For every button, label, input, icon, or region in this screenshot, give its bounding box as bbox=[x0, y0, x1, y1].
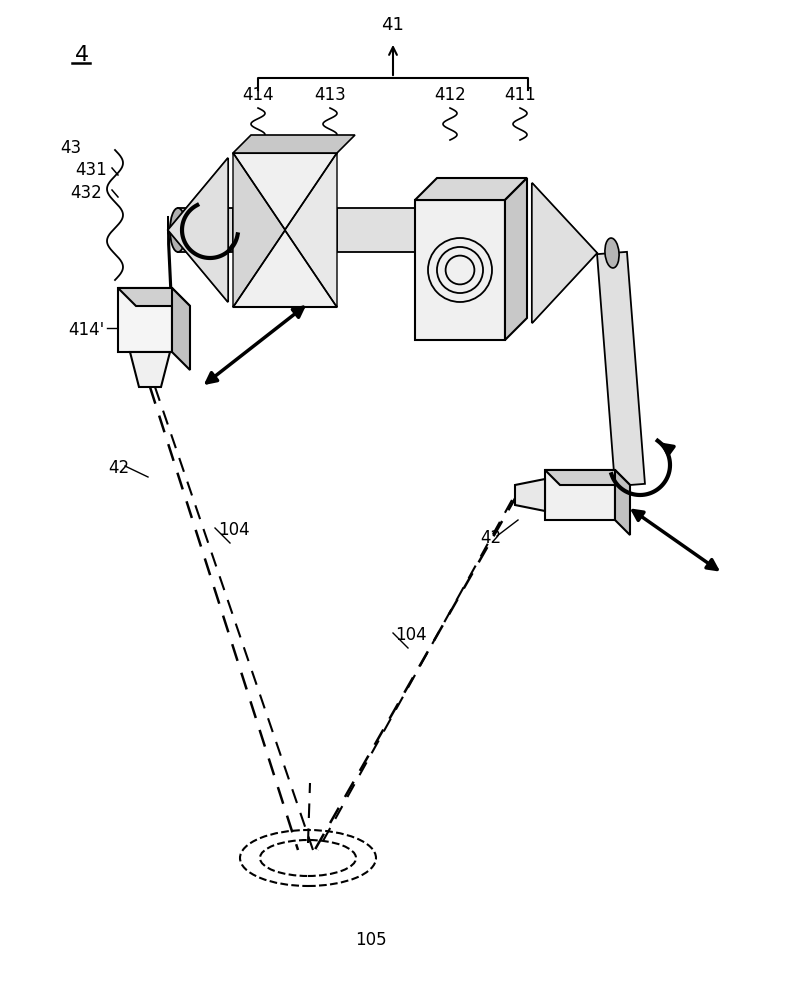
Polygon shape bbox=[118, 288, 190, 306]
Polygon shape bbox=[168, 158, 228, 302]
Text: 414: 414 bbox=[243, 86, 274, 104]
Text: 43: 43 bbox=[60, 139, 81, 157]
Polygon shape bbox=[415, 200, 505, 340]
Polygon shape bbox=[532, 183, 597, 323]
Polygon shape bbox=[233, 135, 355, 153]
Ellipse shape bbox=[170, 208, 186, 252]
Text: 105: 105 bbox=[355, 931, 386, 949]
Polygon shape bbox=[545, 470, 615, 520]
Text: 413: 413 bbox=[314, 86, 346, 104]
Polygon shape bbox=[597, 252, 645, 486]
Polygon shape bbox=[415, 178, 527, 200]
Text: 4: 4 bbox=[75, 45, 89, 65]
Polygon shape bbox=[130, 352, 170, 387]
Polygon shape bbox=[532, 183, 597, 323]
Text: 411: 411 bbox=[504, 86, 536, 104]
Text: 432: 432 bbox=[70, 184, 102, 202]
Ellipse shape bbox=[605, 238, 619, 268]
Polygon shape bbox=[285, 153, 337, 307]
Text: 414': 414' bbox=[68, 321, 104, 339]
Text: 104: 104 bbox=[395, 626, 427, 644]
Polygon shape bbox=[337, 208, 415, 252]
Polygon shape bbox=[505, 178, 527, 340]
Text: 431: 431 bbox=[75, 161, 107, 179]
Text: 41: 41 bbox=[382, 16, 404, 34]
Text: 42: 42 bbox=[108, 459, 129, 477]
Text: 104: 104 bbox=[218, 521, 250, 539]
Text: 42: 42 bbox=[480, 529, 501, 547]
Polygon shape bbox=[178, 208, 233, 252]
Polygon shape bbox=[118, 288, 172, 352]
Text: 412: 412 bbox=[435, 86, 466, 104]
Polygon shape bbox=[168, 216, 172, 329]
Polygon shape bbox=[172, 288, 190, 370]
Polygon shape bbox=[515, 479, 545, 511]
Polygon shape bbox=[233, 153, 285, 307]
Polygon shape bbox=[615, 470, 630, 535]
Polygon shape bbox=[233, 153, 337, 307]
Polygon shape bbox=[545, 470, 630, 485]
Polygon shape bbox=[168, 158, 228, 302]
